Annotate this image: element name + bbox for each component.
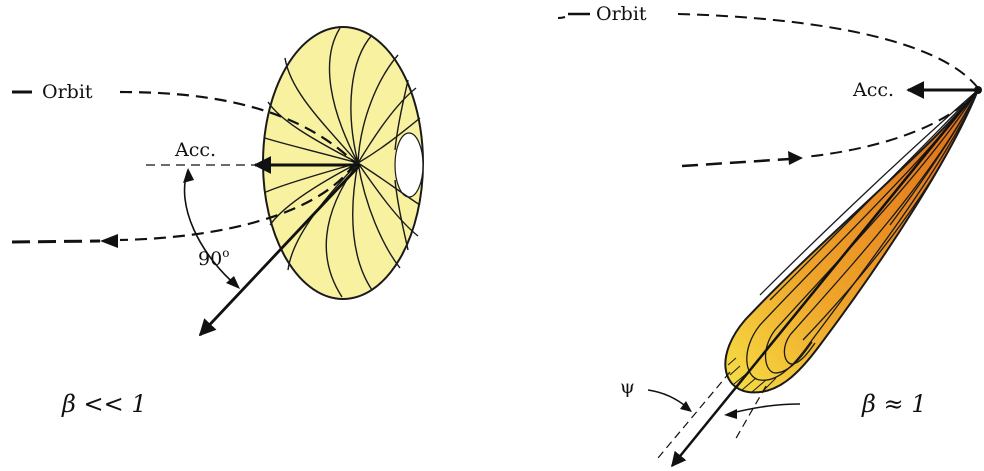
left-orbit-arrowhead: [100, 234, 118, 248]
left-orbit-label: Orbit: [42, 81, 93, 103]
angle-unit: o: [222, 246, 229, 260]
left-orbit-lower-tail: [11, 239, 101, 244]
psi-pointer-right: [727, 403, 801, 415]
right-orbit-label: Orbit: [596, 3, 647, 25]
right-orbit-start: [557, 16, 566, 19]
lobe-hole: [394, 132, 424, 198]
left-orbit-lower: [119, 162, 356, 242]
psi-cone-line-right: [734, 385, 767, 441]
lobe-meridians: [264, 27, 421, 298]
lobe-tip-hatch: [727, 357, 777, 393]
psi-label: ψ: [620, 376, 635, 398]
right-velocity-arrow: [671, 89, 979, 468]
toroidal-lobe: [262, 26, 424, 300]
lobe-outline: [724, 89, 979, 394]
angle-arc-arrow-top: [183, 168, 194, 183]
angle-value: 90: [198, 248, 222, 270]
right-beta-label: β ≈ 1: [861, 390, 927, 418]
psi-pointer-left: [647, 389, 689, 409]
right-orbit-lower-tail: [681, 157, 791, 168]
left-panel: Orbit: [11, 26, 424, 418]
right-orbit-upper: [677, 13, 979, 89]
left-acc-label: Acc.: [174, 139, 216, 161]
right-acc-label: Acc.: [852, 79, 894, 101]
psi-pointer-left-head: [680, 401, 692, 412]
left-beta-label: β << 1: [61, 390, 147, 418]
psi-cone-line-left: [657, 371, 731, 459]
left-orbit-upper: [119, 90, 356, 164]
left-velocity-arrow: [198, 164, 362, 337]
forward-lobe: [724, 89, 979, 394]
angle-label: 90o: [198, 246, 229, 270]
angle-arc-arrow-bottom: [226, 276, 240, 289]
psi-pointer-right-head: [724, 409, 737, 419]
right-orbit-arrowhead: [788, 151, 803, 165]
lobe-contours: [746, 89, 979, 381]
right-panel: Orbit Acc.: [557, 3, 982, 468]
